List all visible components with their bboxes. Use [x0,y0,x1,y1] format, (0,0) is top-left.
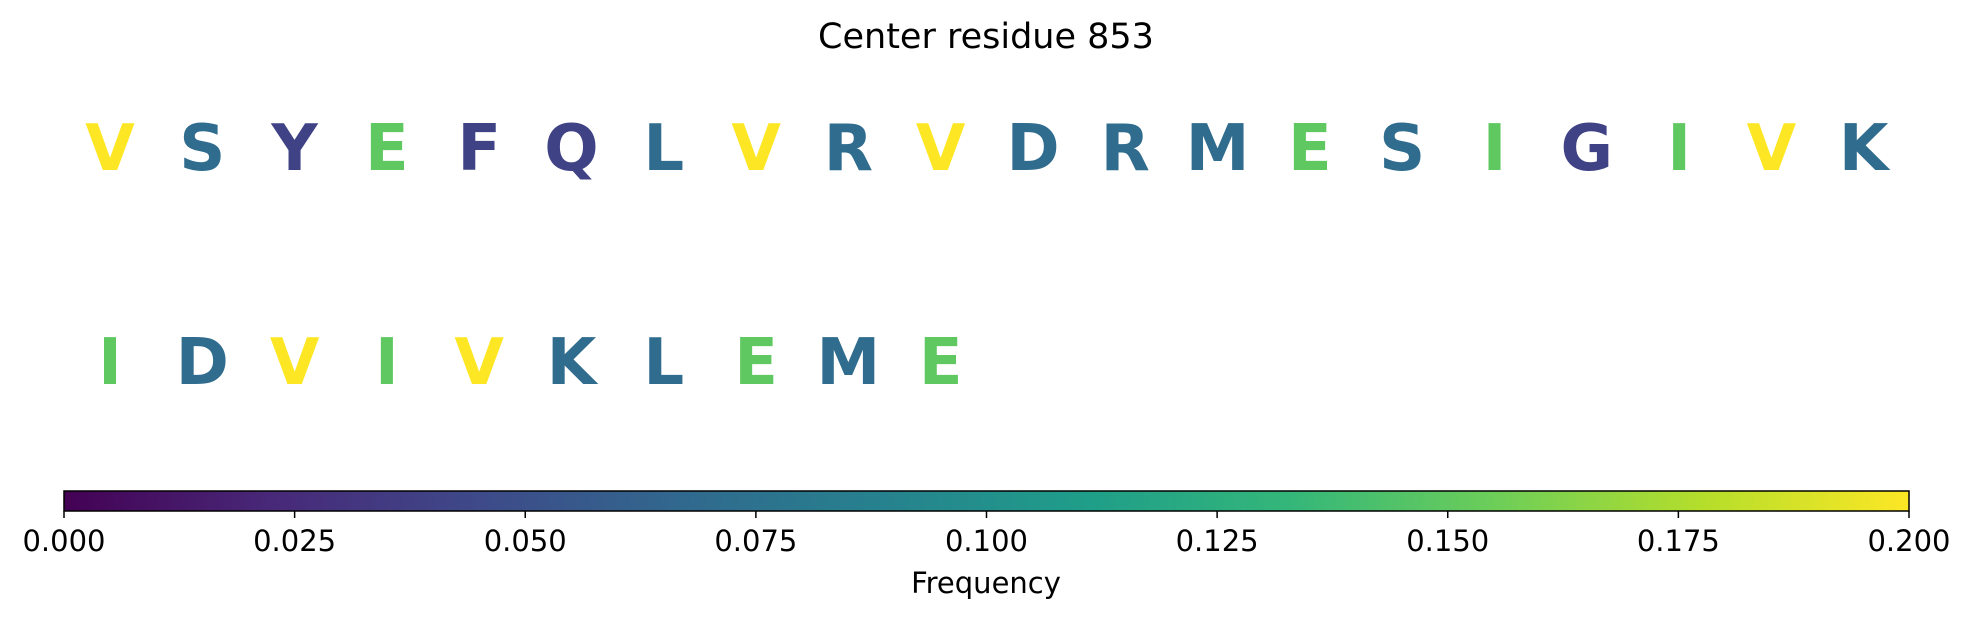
residue-letter: S [179,112,225,186]
colorbar: 0.000 0.025 0.050 0.075 0.100 0.125 0.150 0.175… [22,490,1951,600]
residue-letter: Y [270,112,318,186]
residue-letter: V [270,326,320,400]
residue-letter: E [365,112,409,186]
residue-letter: G [1561,112,1614,186]
colorbar-tick-label: 0.075 [714,524,797,558]
colorbar-tick-label: 0.025 [253,524,336,558]
residue-letter: E [919,326,963,400]
residue-letter: L [643,112,684,186]
colorbar-tick-label: 0.200 [1867,524,1950,558]
residue-letter: M [817,326,881,400]
residue-letter: V [916,112,966,186]
residue-letter: F [457,112,501,186]
residue-letter: D [1006,112,1059,186]
residue-letter: V [1747,112,1797,186]
colorbar-tick-label: 0.150 [1406,524,1489,558]
residue-letter: I [1667,112,1691,186]
colorbar-tick-label: 0.175 [1637,524,1720,558]
residue-letter: K [547,326,599,400]
colorbar-tick-label: 0.125 [1176,524,1259,558]
residue-sequence: V S Y E F Q L V R V D R M E S I G I V KI D V I V K L E M E [85,112,1891,400]
residue-letter: R [1101,112,1150,186]
residue-letter: I [1483,112,1507,186]
colorbar-ticks: 0.000 0.025 0.050 0.075 0.100 0.125 0.150 0.175… [22,511,1951,558]
chart-title: Center residue 853 [818,17,1154,57]
colorbar-gradient [64,491,1909,511]
residue-letter: E [1288,112,1332,186]
residue-letter: M [1186,112,1250,186]
residue-letter: R [824,112,873,186]
residue-letter: I [375,326,399,400]
residue-letter: V [85,112,135,186]
residue-letter: S [1379,112,1425,186]
colorbar-tick-label: 0.000 [22,524,105,558]
residue-letter: Q [544,112,598,186]
colorbar-tick-label: 0.100 [945,524,1028,558]
residue-letter: D [176,326,229,400]
residue-letter: V [731,112,781,186]
colorbar-tick-label: 0.050 [484,524,567,558]
residue-letter: I [98,326,122,400]
residue-letter: L [643,326,684,400]
residue-letter: E [734,326,778,400]
residue-letter: V [454,326,504,400]
residue-letter: K [1839,112,1891,186]
colorbar-label: Frequency [911,566,1061,600]
